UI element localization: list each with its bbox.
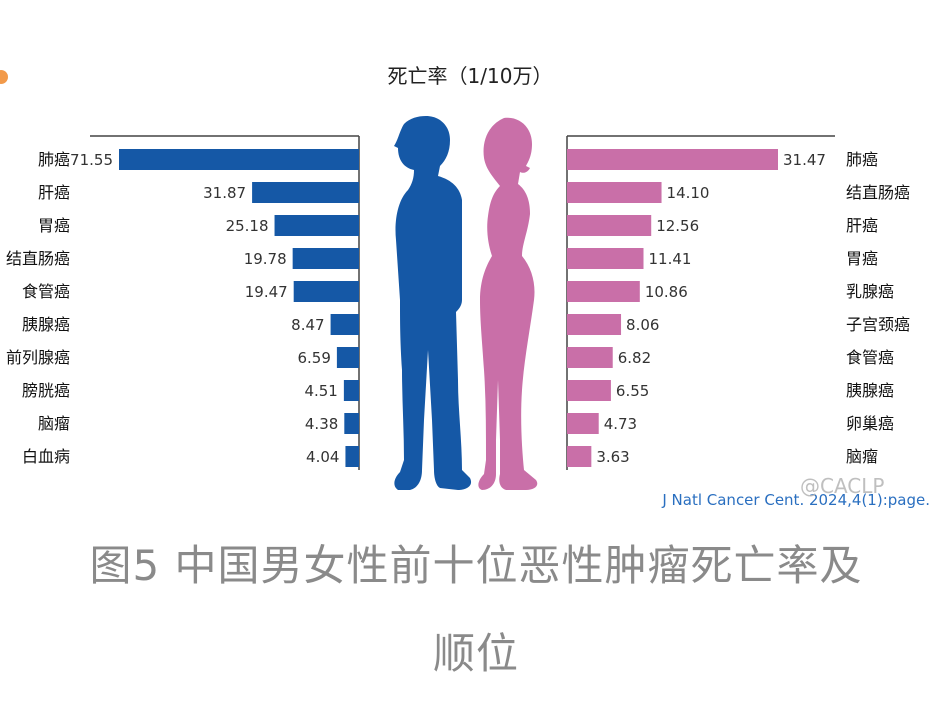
female-category-label: 脑瘤 bbox=[846, 447, 878, 466]
male-category-label: 肝癌 bbox=[38, 183, 70, 202]
male-value-label: 31.87 bbox=[203, 184, 246, 202]
male-bar bbox=[330, 314, 359, 335]
female-bar bbox=[567, 413, 599, 434]
female-bar bbox=[567, 149, 778, 170]
male-bar bbox=[293, 281, 359, 302]
female-value-label: 3.63 bbox=[596, 448, 629, 466]
female-value-label: 11.41 bbox=[649, 250, 692, 268]
female-bar bbox=[567, 314, 622, 335]
male-category-label: 脑瘤 bbox=[38, 414, 70, 433]
female-value-label: 31.47 bbox=[783, 151, 826, 169]
figure-caption-line2: 顺位 bbox=[432, 629, 519, 678]
female-bar bbox=[567, 281, 640, 302]
male-value-label: 19.78 bbox=[244, 250, 287, 268]
figure-caption-line1: 图5 中国男女性前十位恶性肿瘤死亡率及 bbox=[89, 541, 863, 590]
female-bar bbox=[567, 446, 592, 467]
female-value-label: 8.06 bbox=[626, 316, 659, 334]
female-silhouette-icon bbox=[478, 117, 538, 490]
male-bar bbox=[344, 413, 359, 434]
female-category-label: 卵巢癌 bbox=[846, 414, 894, 433]
female-category-label: 胃癌 bbox=[846, 249, 878, 268]
watermark-text: @CACLP bbox=[800, 474, 884, 498]
female-bar bbox=[567, 215, 652, 236]
male-category-label: 胃癌 bbox=[38, 216, 70, 235]
male-bar bbox=[292, 248, 359, 269]
male-category-label: 结直肠癌 bbox=[6, 249, 70, 268]
female-category-label: 胰腺癌 bbox=[846, 381, 894, 400]
female-category-label: 食管癌 bbox=[846, 348, 894, 367]
male-category-label: 膀胱癌 bbox=[22, 381, 70, 400]
female-category-label: 肝癌 bbox=[846, 216, 878, 235]
male-bar bbox=[252, 182, 359, 203]
chart-title: 死亡率（1/10万） bbox=[388, 64, 553, 88]
accent-dot bbox=[0, 70, 8, 84]
male-bar bbox=[343, 380, 359, 401]
male-value-label: 19.47 bbox=[245, 283, 288, 301]
male-category-label: 食管癌 bbox=[22, 282, 70, 301]
male-category-label: 白血病 bbox=[22, 447, 70, 466]
female-value-label: 6.82 bbox=[618, 349, 651, 367]
male-bar bbox=[274, 215, 359, 236]
male-bar bbox=[336, 347, 359, 368]
male-value-label: 25.18 bbox=[226, 217, 269, 235]
female-category-label: 乳腺癌 bbox=[846, 282, 894, 301]
source-citation: J Natl Cancer Cent. 2024,4(1):page. bbox=[661, 491, 930, 509]
male-category-label: 肺癌 bbox=[38, 150, 70, 169]
female-bar bbox=[567, 347, 613, 368]
female-bar bbox=[567, 182, 662, 203]
male-category-label: 胰腺癌 bbox=[22, 315, 70, 334]
male-bar bbox=[345, 446, 359, 467]
male-silhouette-icon bbox=[394, 116, 472, 490]
female-value-label: 10.86 bbox=[645, 283, 688, 301]
female-category-label: 结直肠癌 bbox=[846, 183, 910, 202]
male-value-label: 6.59 bbox=[297, 349, 330, 367]
female-series: 31.47 肺癌 14.10 结直肠癌 12.56 肝癌 11.41 胃癌 10.86 乳腺癌 8.… bbox=[567, 149, 910, 467]
female-category-label: 子宫颈癌 bbox=[846, 315, 910, 334]
male-bar bbox=[119, 149, 359, 170]
female-bar bbox=[567, 248, 644, 269]
female-value-label: 12.56 bbox=[656, 217, 699, 235]
female-category-label: 肺癌 bbox=[846, 150, 878, 169]
female-value-label: 6.55 bbox=[616, 382, 649, 400]
female-bar bbox=[567, 380, 611, 401]
female-value-label: 14.10 bbox=[667, 184, 710, 202]
male-value-label: 8.47 bbox=[291, 316, 324, 334]
male-category-label: 前列腺癌 bbox=[6, 348, 70, 367]
male-value-label: 4.04 bbox=[306, 448, 339, 466]
male-value-label: 4.51 bbox=[304, 382, 337, 400]
male-value-label: 71.55 bbox=[70, 151, 113, 169]
male-value-label: 4.38 bbox=[305, 415, 338, 433]
female-value-label: 4.73 bbox=[604, 415, 637, 433]
